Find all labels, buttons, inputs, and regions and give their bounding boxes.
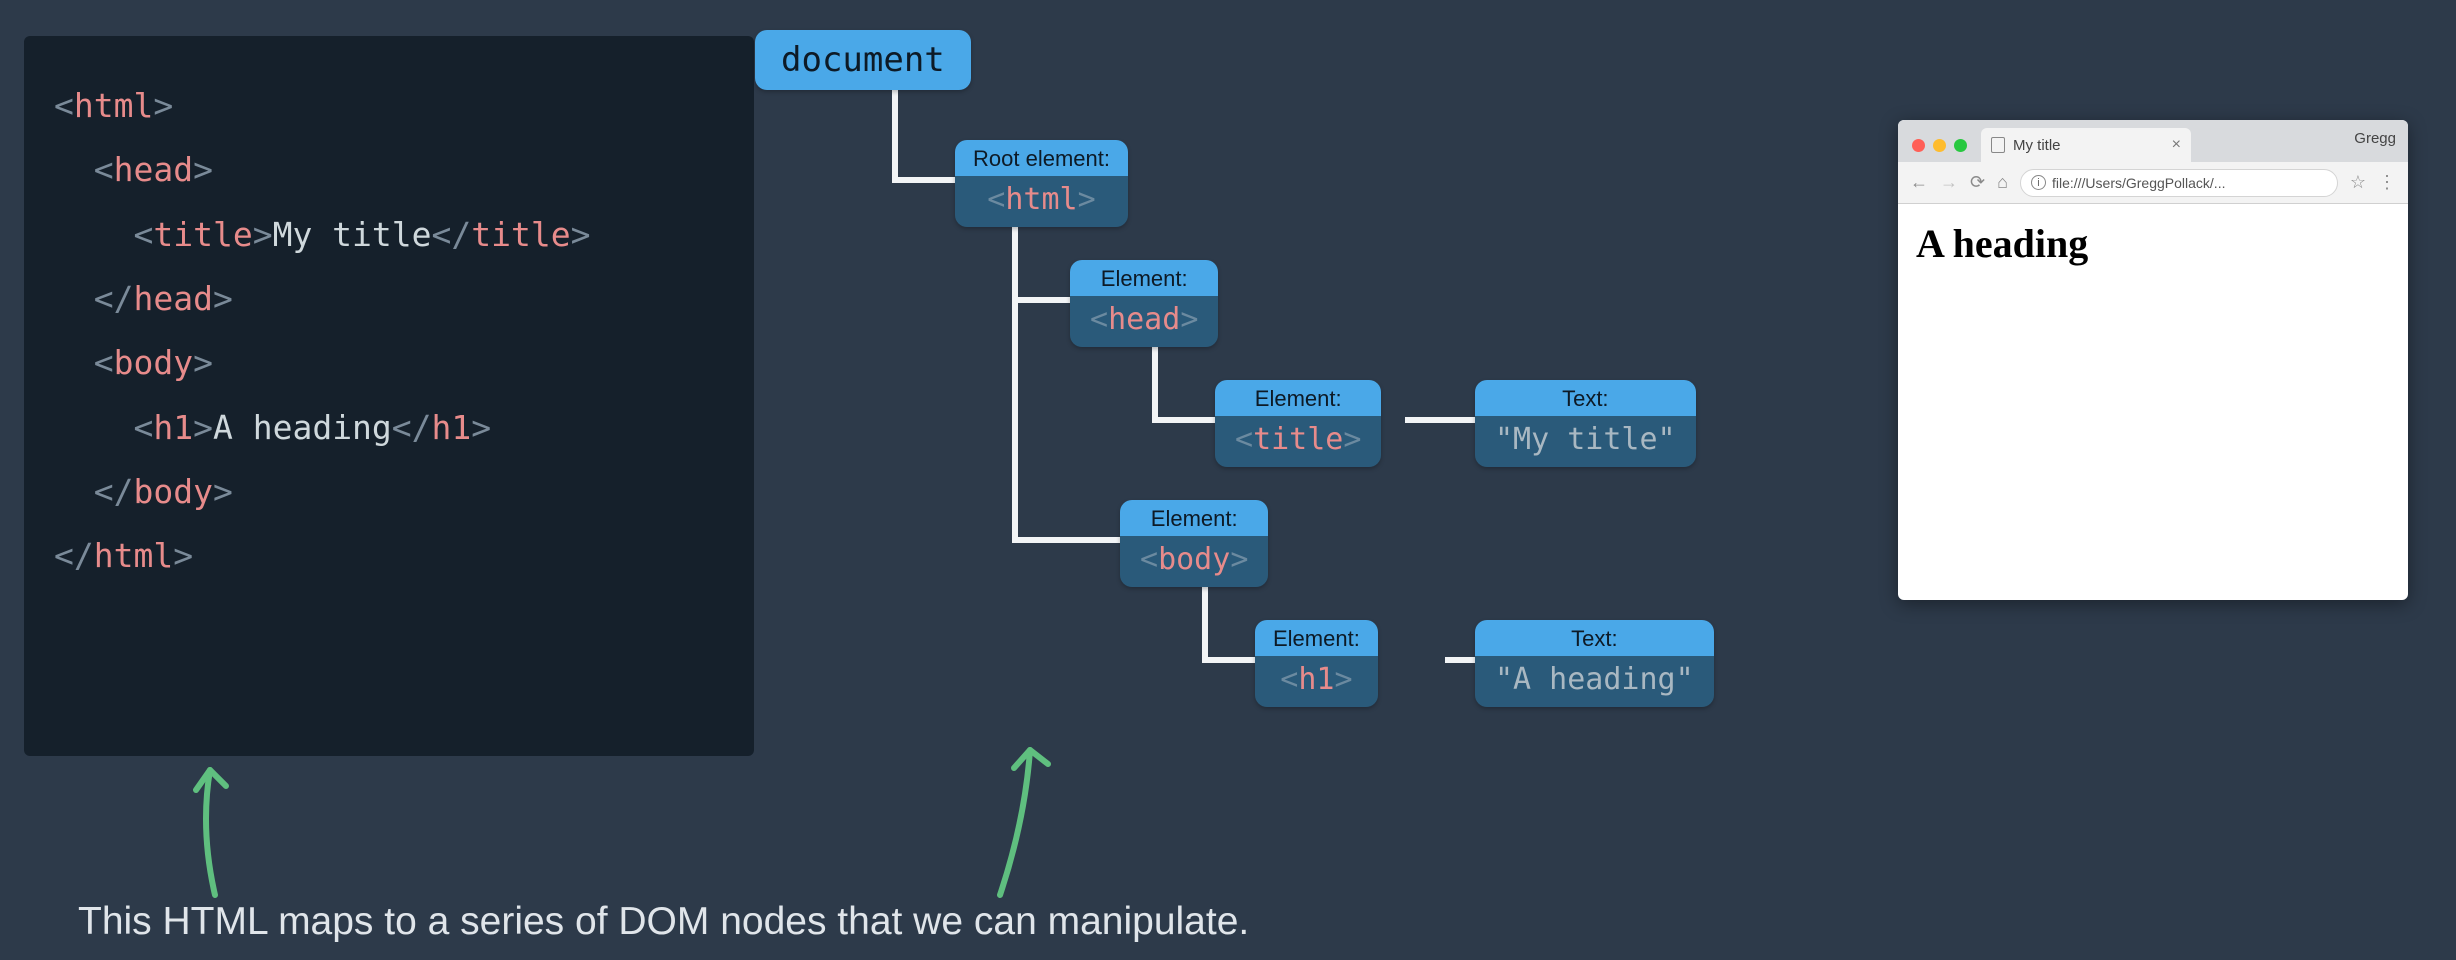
tag-h1-close: h1: [432, 408, 472, 447]
reload-icon[interactable]: ⟳: [1970, 172, 1985, 193]
title-text: My title: [273, 215, 432, 254]
arrow-to-code: [170, 760, 260, 900]
code-panel: <html> <head> <title>My title</title> </…: [24, 36, 754, 756]
node-h1-tag: h1: [1298, 662, 1334, 697]
tag-html-close: html: [94, 536, 173, 575]
node-title: Element: <title>: [1215, 380, 1381, 467]
node-html: Root element: <html>: [955, 140, 1128, 227]
tag-head-open: head: [114, 150, 193, 189]
h1-text: A heading: [213, 408, 392, 447]
node-head: Element: <head>: [1070, 260, 1218, 347]
browser-window: My title × Gregg ← → ⟳ ⌂ i file:///Users…: [1898, 120, 2408, 600]
node-title-top: Element:: [1215, 380, 1381, 416]
url-text: file:///Users/GreggPollack/...: [2052, 175, 2226, 191]
back-icon[interactable]: ←: [1910, 172, 1928, 193]
node-head-tag: head: [1108, 302, 1180, 337]
node-title-text: Text: "My title": [1475, 380, 1696, 467]
node-title-text-top: Text:: [1475, 380, 1696, 416]
tab-title: My title: [2013, 137, 2061, 154]
menu-icon[interactable]: ⋮: [2378, 172, 2396, 193]
profile-name: Gregg: [2354, 130, 2396, 147]
node-head-top: Element:: [1070, 260, 1218, 296]
node-body: Element: <body>: [1120, 500, 1268, 587]
tag-h1-open: h1: [153, 408, 193, 447]
traffic-yellow-icon[interactable]: [1933, 139, 1946, 152]
tag-head-close: head: [134, 279, 213, 318]
star-icon[interactable]: ☆: [2350, 172, 2366, 193]
tag-body-open: body: [114, 343, 193, 382]
node-body-tag: body: [1158, 542, 1230, 577]
node-h1: Element: <h1>: [1255, 620, 1378, 707]
node-document-label: document: [781, 40, 945, 80]
browser-tab[interactable]: My title ×: [1981, 128, 2191, 162]
tag-title-open: title: [153, 215, 252, 254]
node-document: document: [755, 30, 971, 90]
node-html-tag: html: [1005, 182, 1077, 217]
caption: This HTML maps to a series of DOM nodes …: [78, 900, 1249, 944]
url-field[interactable]: i file:///Users/GreggPollack/...: [2020, 169, 2338, 197]
info-icon[interactable]: i: [2031, 175, 2046, 190]
node-body-top: Element:: [1120, 500, 1268, 536]
dom-tree: document Root element: <html> Element: <…: [755, 30, 1855, 750]
node-h1-text-val: "A heading": [1495, 662, 1694, 697]
home-icon[interactable]: ⌂: [1997, 172, 2008, 193]
profile-badge[interactable]: Gregg: [2354, 130, 2396, 147]
tag-html-open: html: [74, 86, 153, 125]
node-h1-top: Element:: [1255, 620, 1378, 656]
page-heading: A heading: [1916, 220, 2390, 267]
arrow-to-tree: [970, 740, 1070, 900]
node-html-top: Root element:: [955, 140, 1128, 176]
tag-body-close: body: [134, 472, 213, 511]
browser-content: A heading: [1898, 204, 2408, 283]
node-h1-text: Text: "A heading": [1475, 620, 1714, 707]
browser-tabbar: My title × Gregg: [1898, 120, 2408, 162]
node-title-tag: title: [1253, 422, 1343, 457]
traffic-green-icon[interactable]: [1954, 139, 1967, 152]
node-title-text-val: "My title": [1495, 422, 1676, 457]
traffic-lights: [1908, 139, 1975, 162]
traffic-red-icon[interactable]: [1912, 139, 1925, 152]
close-tab-icon[interactable]: ×: [2172, 136, 2181, 154]
document-icon: [1991, 137, 2005, 153]
address-bar: ← → ⟳ ⌂ i file:///Users/GreggPollack/...…: [1898, 162, 2408, 204]
node-h1-text-top: Text:: [1475, 620, 1714, 656]
forward-icon[interactable]: →: [1940, 172, 1958, 193]
tag-title-close: title: [471, 215, 570, 254]
